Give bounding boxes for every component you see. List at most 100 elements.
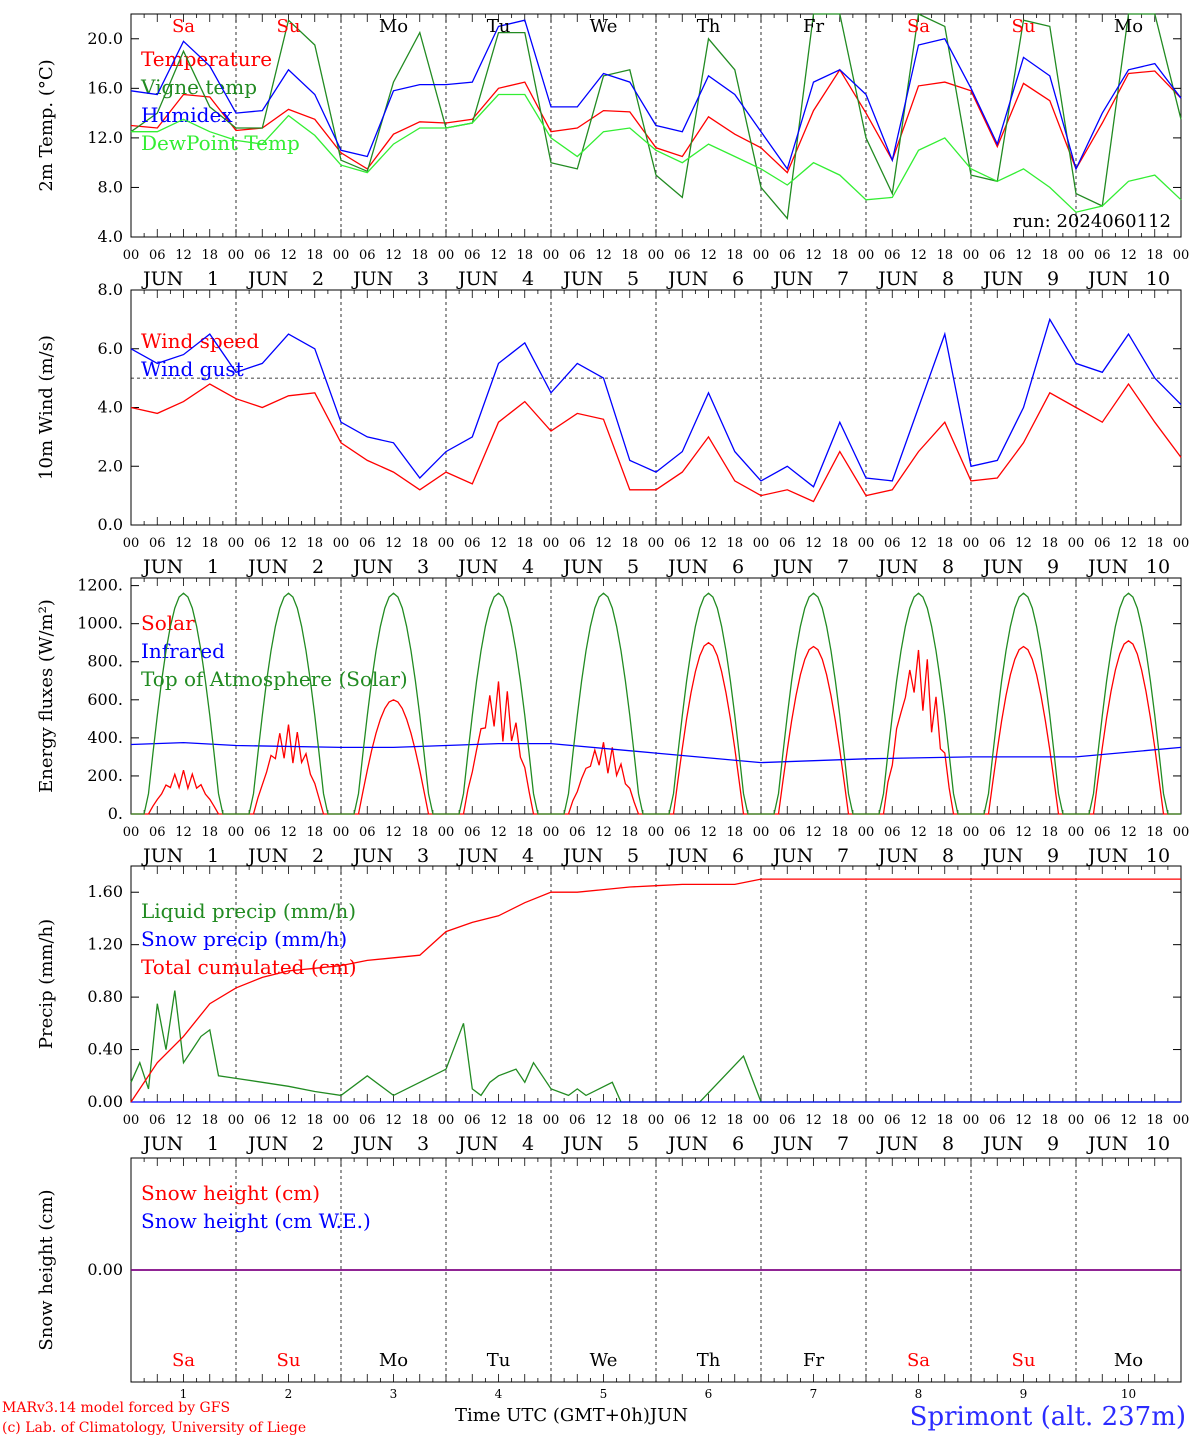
x-hour-label: 00 [438, 248, 455, 263]
x-hour-label: 18 [201, 536, 218, 551]
x-month-label: JUN [771, 268, 813, 290]
y-tick-label: 2.0 [98, 456, 123, 475]
x-hour-label: 00 [1173, 536, 1190, 551]
x-month-label: JUN [456, 268, 498, 290]
x-month-label: JUN [981, 1133, 1023, 1155]
x-hour-label: 18 [726, 536, 743, 551]
x-hour-label: 12 [175, 825, 192, 840]
x-hour-label: 06 [1094, 536, 1111, 551]
y-tick-label: 600. [87, 690, 123, 709]
x-month-label: JUN [981, 845, 1023, 867]
x-day-label: 6 [732, 845, 744, 867]
y-axis-label: Energy fluxes (W/m²) [36, 599, 57, 793]
x-hour-label: 00 [1173, 825, 1190, 840]
x-month-label: JUN [876, 556, 918, 578]
x-month-label: JUN [666, 268, 708, 290]
model-credit: MARv3.14 model forced by GFS [2, 1400, 231, 1416]
x-hour-label: 12 [805, 825, 822, 840]
legend-entry: Snow height (cm) [141, 1181, 320, 1205]
x-hour-label: 18 [306, 248, 323, 263]
x-month-label: JUN [1086, 556, 1128, 578]
x-hour-label: 06 [359, 248, 376, 263]
y-tick-label: 0.0 [98, 515, 123, 534]
x-hour-label: 06 [1094, 248, 1111, 263]
x-month-label: JUN [1086, 845, 1128, 867]
x-hour-label: 06 [674, 248, 691, 263]
y-tick-label: 0.00 [87, 1260, 123, 1279]
day-number-bottom: 4 [495, 1387, 503, 1401]
x-month-label: JUN [246, 845, 288, 867]
x-hour-label: 06 [989, 248, 1006, 263]
x-hour-label: 06 [779, 536, 796, 551]
x-hour-label: 18 [411, 536, 428, 551]
series-line-top-of-atmosphere-solar- [131, 592, 1181, 815]
day-name-top: Mo [379, 16, 408, 37]
series-line-infrared [130, 741, 1182, 764]
x-hour-label: 12 [805, 248, 822, 263]
x-hour-label: 06 [989, 825, 1006, 840]
x-hour-label: 18 [516, 1113, 533, 1128]
x-hour-label: 00 [963, 536, 980, 551]
x-hour-label: 00 [543, 1113, 560, 1128]
x-day-label: 10 [1146, 556, 1170, 578]
series-line-dewpoint-temp [131, 93, 1182, 213]
x-month-label: JUN [561, 845, 603, 867]
y-tick-label: 1000. [77, 614, 123, 633]
x-hour-label: 12 [910, 825, 927, 840]
x-day-label: 6 [732, 1133, 744, 1155]
day-number-bottom: 5 [600, 1387, 608, 1401]
x-month-label: JUN [246, 556, 288, 578]
x-hour-label: 00 [648, 248, 665, 263]
legend-entry: Snow height (cm W.E.) [141, 1209, 371, 1233]
day-name-bottom: Mo [1114, 1350, 1143, 1371]
x-hour-label: 12 [280, 536, 297, 551]
x-hour-label: 00 [438, 825, 455, 840]
x-month-label: JUN [456, 845, 498, 867]
x-month-label: JUN [561, 556, 603, 578]
x-hour-label: 18 [936, 1113, 953, 1128]
y-tick-label: 16.0 [87, 78, 123, 97]
x-hour-label: 00 [1068, 536, 1085, 551]
x-hour-label: 18 [306, 825, 323, 840]
x-month-label: JUN [666, 1133, 708, 1155]
x-hour-label: 12 [175, 248, 192, 263]
y-tick-label: 0.00 [87, 1092, 123, 1111]
x-day-label: 10 [1146, 1133, 1170, 1155]
series-line-humidex [130, 19, 1182, 171]
x-hour-label: 12 [700, 536, 717, 551]
x-day-label: 7 [837, 845, 849, 867]
day-number-bottom: 10 [1121, 1387, 1136, 1401]
x-hour-label: 00 [753, 248, 770, 263]
legend-entry: Total cumulated (cm) [141, 955, 357, 979]
x-hour-label: 12 [1120, 536, 1137, 551]
x-hour-label: 00 [648, 1113, 665, 1128]
y-tick-label: 4.0 [98, 398, 123, 417]
day-number-bottom: 8 [915, 1387, 923, 1401]
x-hour-label: 18 [201, 1113, 218, 1128]
x-hour-label: 06 [674, 1113, 691, 1128]
y-tick-label: 400. [87, 728, 123, 747]
x-day-label: 2 [312, 845, 324, 867]
x-hour-label: 00 [228, 825, 245, 840]
x-hour-label: 06 [254, 536, 271, 551]
x-month-label: JUN [876, 1133, 918, 1155]
x-hour-label: 18 [831, 825, 848, 840]
x-hour-label: 12 [1015, 825, 1032, 840]
day-number-bottom: 3 [390, 1387, 398, 1401]
x-hour-label: 18 [201, 825, 218, 840]
x-hour-label: 00 [753, 825, 770, 840]
x-hour-label: 18 [621, 1113, 638, 1128]
x-day-label: 7 [837, 268, 849, 290]
x-month-label: JUN [1086, 1133, 1128, 1155]
x-hour-label: 00 [963, 1113, 980, 1128]
x-hour-label: 12 [490, 1113, 507, 1128]
x-day-label: 9 [1047, 556, 1059, 578]
x-month-label: JUN [1086, 268, 1128, 290]
x-axis-title: Time UTC (GMT+0h)JUN [455, 1405, 688, 1426]
day-name-top: Sa [172, 16, 195, 37]
x-hour-label: 00 [123, 825, 140, 840]
day-name-top: Th [697, 16, 721, 37]
x-month-label: JUN [141, 556, 183, 578]
x-hour-label: 06 [989, 1113, 1006, 1128]
